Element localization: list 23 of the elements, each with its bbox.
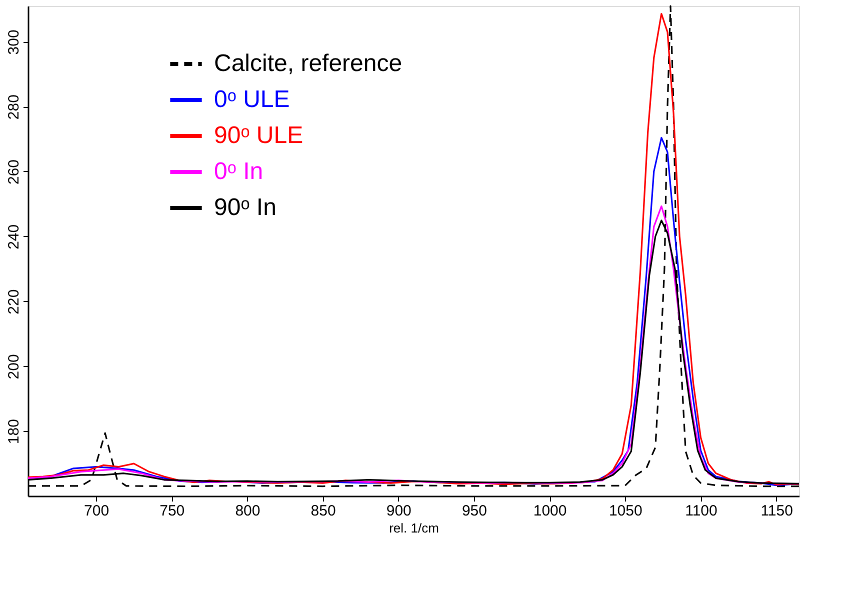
y-tick-label: 200 (6, 354, 22, 380)
y-tick-label: 180 (6, 419, 22, 444)
x-tick-label: 950 (462, 502, 487, 520)
y-tick-label: 260 (6, 159, 22, 185)
x-tick-label: 900 (386, 502, 412, 520)
x-tick-label: 1000 (533, 502, 567, 520)
legend-label: 90ᵒ ULE (214, 122, 304, 149)
x-tick-label: 1150 (760, 502, 793, 520)
x-tick-label: 800 (235, 502, 260, 520)
x-axis-title: rel. 1/cm (389, 520, 439, 536)
x-tick-label: 1050 (608, 502, 642, 520)
y-tick-label: 240 (6, 224, 22, 250)
y-tick-label: 300 (6, 30, 22, 55)
y-tick-label: 220 (6, 289, 22, 314)
x-tick-label: 750 (160, 502, 185, 520)
y-tick-label: 280 (6, 94, 22, 120)
x-tick-label: 1100 (685, 502, 718, 520)
x-tick-label: 700 (84, 502, 110, 520)
x-tick-label: 850 (310, 502, 336, 520)
legend-label: 0ᵒ ULE (214, 86, 290, 113)
legend-label: 0ᵒ In (214, 158, 264, 185)
legend-label: 90ᵒ In (214, 194, 276, 221)
legend-label: Calcite, reference (214, 50, 402, 77)
